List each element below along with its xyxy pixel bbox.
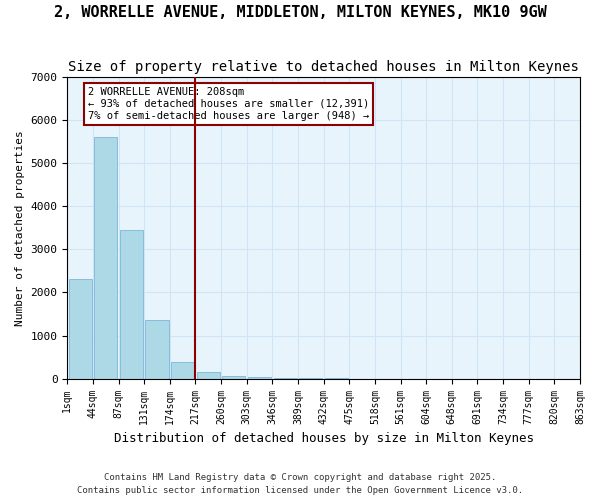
Text: 2 WORRELLE AVENUE: 208sqm
← 93% of detached houses are smaller (12,391)
7% of se: 2 WORRELLE AVENUE: 208sqm ← 93% of detac… [88,88,369,120]
X-axis label: Distribution of detached houses by size in Milton Keynes: Distribution of detached houses by size … [113,432,533,445]
Bar [94,137,117,378]
Bar [120,230,143,378]
Text: 2, WORRELLE AVENUE, MIDDLETON, MILTON KEYNES, MK10 9GW: 2, WORRELLE AVENUE, MIDDLETON, MILTON KE… [53,5,547,20]
Bar [171,362,194,378]
Y-axis label: Number of detached properties: Number of detached properties [15,130,25,326]
Bar [197,372,220,378]
Title: Size of property relative to detached houses in Milton Keynes: Size of property relative to detached ho… [68,60,579,74]
Text: Contains HM Land Registry data © Crown copyright and database right 2025.
Contai: Contains HM Land Registry data © Crown c… [77,474,523,495]
Bar [68,280,92,378]
Bar [145,320,169,378]
Bar [223,376,245,378]
